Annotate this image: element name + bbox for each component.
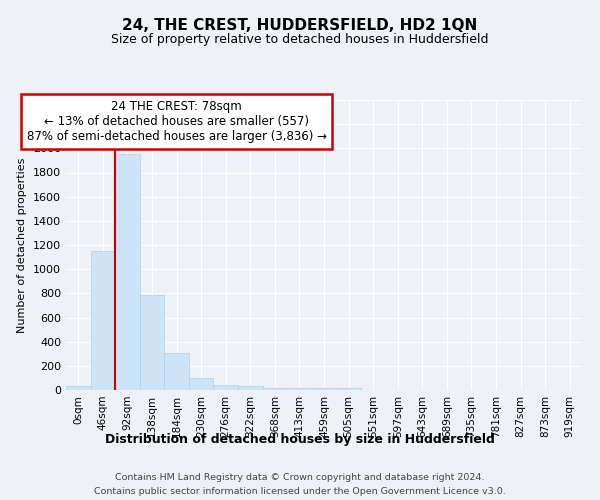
Text: 24 THE CREST: 78sqm
← 13% of detached houses are smaller (557)
87% of semi-detac: 24 THE CREST: 78sqm ← 13% of detached ho… [26, 100, 326, 142]
Bar [91, 251, 115, 390]
Bar [336, 388, 361, 390]
Bar [214, 384, 238, 390]
Bar [238, 386, 263, 390]
Bar [287, 388, 312, 390]
Bar [115, 154, 140, 390]
Text: 24, THE CREST, HUDDERSFIELD, HD2 1QN: 24, THE CREST, HUDDERSFIELD, HD2 1QN [122, 18, 478, 32]
Bar [189, 378, 214, 390]
Text: Size of property relative to detached houses in Huddersfield: Size of property relative to detached ho… [111, 32, 489, 46]
Bar [164, 353, 189, 390]
Bar [263, 388, 287, 390]
Text: Contains HM Land Registry data © Crown copyright and database right 2024.: Contains HM Land Registry data © Crown c… [115, 472, 485, 482]
Text: Distribution of detached houses by size in Huddersfield: Distribution of detached houses by size … [105, 432, 495, 446]
Text: Contains public sector information licensed under the Open Government Licence v3: Contains public sector information licen… [94, 488, 506, 496]
Y-axis label: Number of detached properties: Number of detached properties [17, 158, 28, 332]
Bar [312, 388, 336, 390]
Bar [66, 386, 91, 390]
Bar [140, 294, 164, 390]
